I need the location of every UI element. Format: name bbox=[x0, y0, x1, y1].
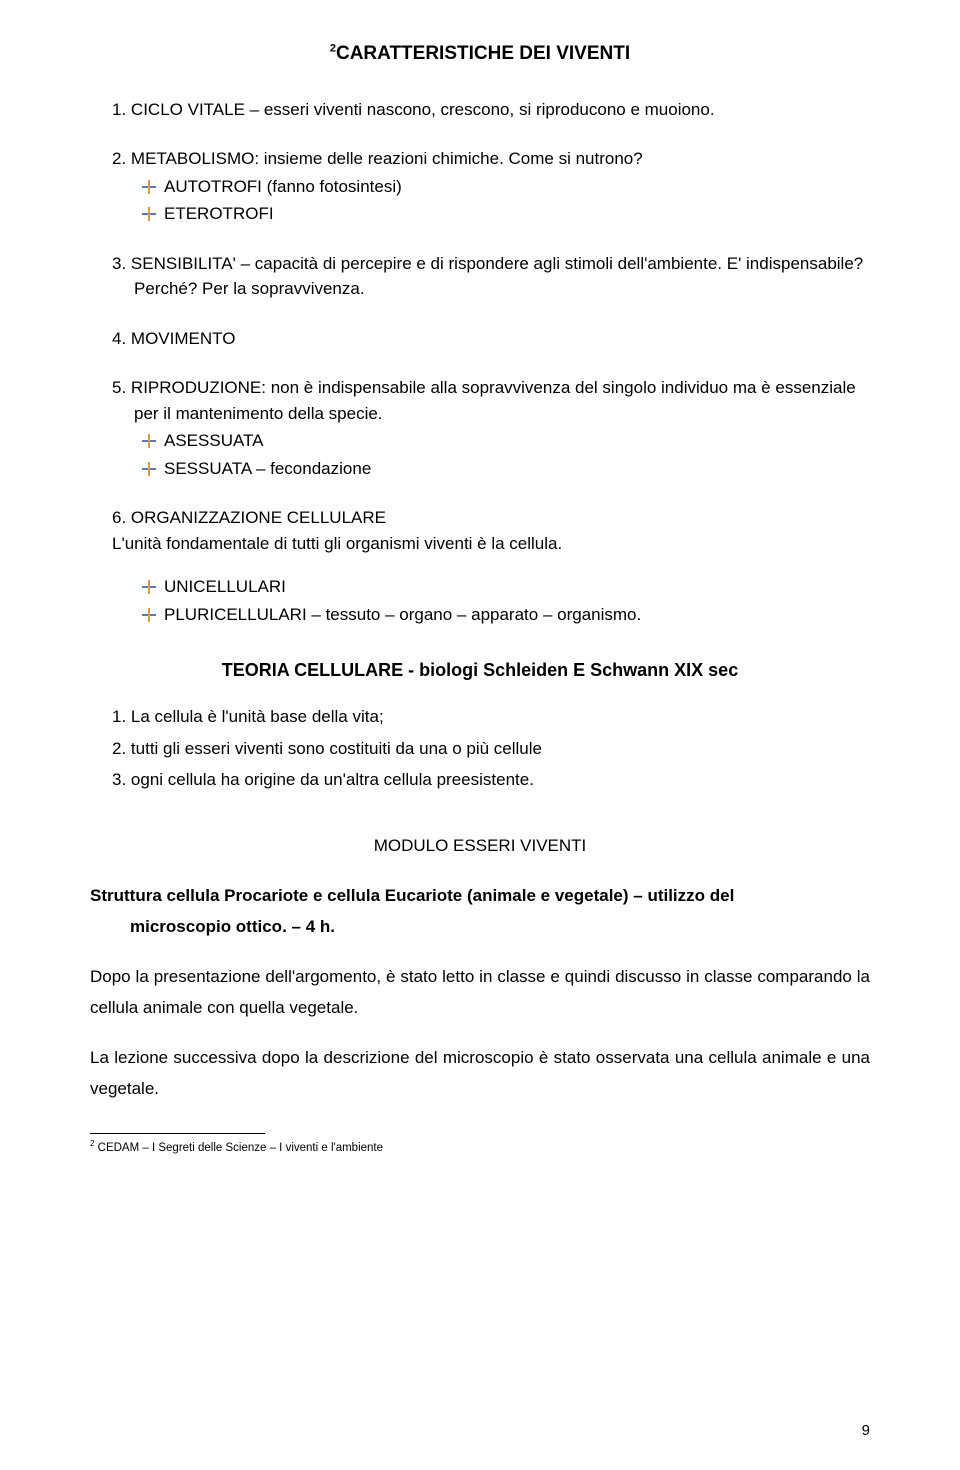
bullet-text: ASESSUATA bbox=[164, 431, 264, 450]
item-subtext: L'unità fondamentale di tutti gli organi… bbox=[112, 531, 870, 557]
teoria-list: 1. La cellula è l'unità base della vita;… bbox=[90, 704, 870, 793]
item-number: 3. bbox=[112, 770, 126, 789]
bullet-text: AUTOTROFI (fanno fotosintesi) bbox=[164, 177, 402, 196]
bullet-item: SESSUATA – fecondazione bbox=[142, 456, 870, 482]
title-text: CARATTERISTICHE DEI VIVENTI bbox=[336, 43, 630, 64]
footnote: 2 CEDAM – I Segreti delle Scienze – I vi… bbox=[90, 1138, 870, 1157]
teoria-heading: TEORIA CELLULARE - biologi Schleiden E S… bbox=[90, 657, 870, 684]
bullet-item: ETEROTROFI bbox=[142, 201, 870, 227]
page-number: 9 bbox=[862, 1420, 870, 1443]
paragraph-2: La lezione successiva dopo la descrizion… bbox=[90, 1042, 870, 1105]
footnote-text: CEDAM – I Segreti delle Scienze – I vive… bbox=[94, 1141, 383, 1153]
item-number: 1. bbox=[112, 707, 126, 726]
bullet-item: ASESSUATA bbox=[142, 428, 870, 454]
struttura-line1: Struttura cellula Procariote e cellula E… bbox=[90, 880, 870, 911]
bullet-item: AUTOTROFI (fanno fotosintesi) bbox=[142, 174, 870, 200]
bullet-item: PLURICELLULARI – tessuto – organo – appa… bbox=[142, 602, 870, 628]
list-item: 4. MOVIMENTO bbox=[112, 326, 870, 352]
list-item: 3. ogni cellula ha origine da un'altra c… bbox=[112, 767, 870, 793]
list-item: 1. La cellula è l'unità base della vita; bbox=[112, 704, 870, 730]
item-number: 4. bbox=[112, 329, 126, 348]
item-text: RIPRODUZIONE: non è indispensabile alla … bbox=[131, 378, 856, 423]
item-text: La cellula è l'unità base della vita; bbox=[131, 707, 384, 726]
sub-bullets: AUTOTROFI (fanno fotosintesi) ETEROTROFI bbox=[112, 174, 870, 227]
struttura-line2: microscopio ottico. – 4 h. bbox=[90, 911, 870, 942]
item-text: tutti gli esseri viventi sono costituiti… bbox=[131, 739, 542, 758]
list-item: 2. tutti gli esseri viventi sono costitu… bbox=[112, 736, 870, 762]
list-item: 6. ORGANIZZAZIONE CELLULARE L'unità fond… bbox=[112, 505, 870, 627]
item-number: 1. bbox=[112, 100, 126, 119]
list-item: 1. CICLO VITALE – esseri viventi nascono… bbox=[112, 97, 870, 123]
list-item: 3. SENSIBILITA' – capacità di percepire … bbox=[112, 251, 870, 302]
bullet-icon bbox=[142, 462, 156, 476]
item-number: 6. bbox=[112, 508, 126, 527]
modulo-heading: MODULO ESSERI VIVENTI bbox=[90, 833, 870, 859]
item-text: METABOLISMO: insieme delle reazioni chim… bbox=[131, 149, 643, 168]
item-number: 3. bbox=[112, 254, 126, 273]
paragraph-1: Dopo la presentazione dell'argomento, è … bbox=[90, 961, 870, 1024]
list-item: 5. RIPRODUZIONE: non è indispensabile al… bbox=[112, 375, 870, 481]
item-number: 5. bbox=[112, 378, 126, 397]
item-text: ORGANIZZAZIONE CELLULARE bbox=[131, 508, 386, 527]
sub-bullets: ASESSUATA SESSUATA – fecondazione bbox=[112, 428, 870, 481]
list-item: 2. METABOLISMO: insieme delle reazioni c… bbox=[112, 146, 870, 227]
page-title: 2CARATTERISTICHE DEI VIVENTI bbox=[90, 40, 870, 69]
bullet-text: UNICELLULARI bbox=[164, 577, 286, 596]
item-text: SENSIBILITA' – capacità di percepire e d… bbox=[131, 254, 863, 299]
struttura-paragraph: Struttura cellula Procariote e cellula E… bbox=[90, 880, 870, 943]
main-list: 1. CICLO VITALE – esseri viventi nascono… bbox=[90, 97, 870, 628]
item-number: 2. bbox=[112, 739, 126, 758]
footnote-rule bbox=[90, 1133, 265, 1134]
bullet-item: UNICELLULARI bbox=[142, 574, 870, 600]
item-text: MOVIMENTO bbox=[131, 329, 236, 348]
bullet-icon bbox=[142, 434, 156, 448]
bullet-text: SESSUATA – fecondazione bbox=[164, 459, 371, 478]
item-text: CICLO VITALE – esseri viventi nascono, c… bbox=[131, 100, 715, 119]
bullet-icon bbox=[142, 580, 156, 594]
bullet-text: PLURICELLULARI – tessuto – organo – appa… bbox=[164, 605, 641, 624]
bullet-icon bbox=[142, 608, 156, 622]
bullet-icon bbox=[142, 180, 156, 194]
item-number: 2. bbox=[112, 149, 126, 168]
bullet-text: ETEROTROFI bbox=[164, 204, 274, 223]
bullet-icon bbox=[142, 207, 156, 221]
sub-bullets: UNICELLULARI PLURICELLULARI – tessuto – … bbox=[112, 574, 870, 627]
item-text: ogni cellula ha origine da un'altra cell… bbox=[131, 770, 534, 789]
